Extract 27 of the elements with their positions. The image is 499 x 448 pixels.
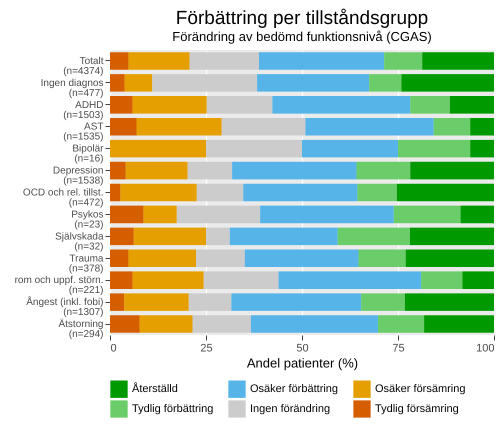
y-tick-label: Ätstorning (n=294): [58, 318, 104, 340]
x-tick-label: 100: [476, 342, 494, 354]
y-tick-label: Ångest (inkl. fobi) (n=1307): [26, 296, 104, 318]
x-tick-label: 50: [296, 342, 309, 354]
x-tick-label: 0: [110, 342, 117, 354]
y-tick-label: Totalt (n=4374): [63, 56, 104, 77]
y-tick-label: Trauma (n=378): [68, 253, 104, 274]
legend-label: Osäker förbättring: [250, 383, 338, 396]
y-tick-label: Självskada (n=32): [55, 231, 104, 252]
y-tick-label: AST (n=1535): [63, 122, 104, 143]
chart-title: Förbättring per tillståndsgrupp: [176, 8, 428, 29]
x-axis-title: Andel patienter (%): [246, 356, 358, 370]
legend-label: Ingen förändring: [250, 403, 330, 415]
x-tick-label: 75: [392, 342, 405, 354]
y-tick-label: rom och uppf. störn. (n=221): [14, 275, 104, 296]
legend-label: Osäker försämring: [375, 383, 466, 396]
y-tick-label: ADHD (n=1503): [63, 100, 104, 121]
x-tick-label: 25: [200, 342, 213, 354]
y-tick-label: Ingen diagnos (n=477): [40, 78, 104, 99]
y-tick-label: Bipolär (n=16): [72, 144, 104, 165]
legend-label: Tydlig försämring: [375, 403, 459, 415]
legend-label: Återställd: [132, 382, 178, 396]
y-tick-label: Psykos (n=23): [71, 209, 104, 230]
chart-subtitle: Förändring av bedömd funktionsnivå (CGAS): [172, 29, 432, 44]
y-tick-label: OCD och rel. tillst. (n=472): [22, 188, 104, 208]
y-tick-label: Depression (n=1538): [52, 166, 104, 187]
legend-label: Tydlig förbättring: [132, 403, 214, 415]
